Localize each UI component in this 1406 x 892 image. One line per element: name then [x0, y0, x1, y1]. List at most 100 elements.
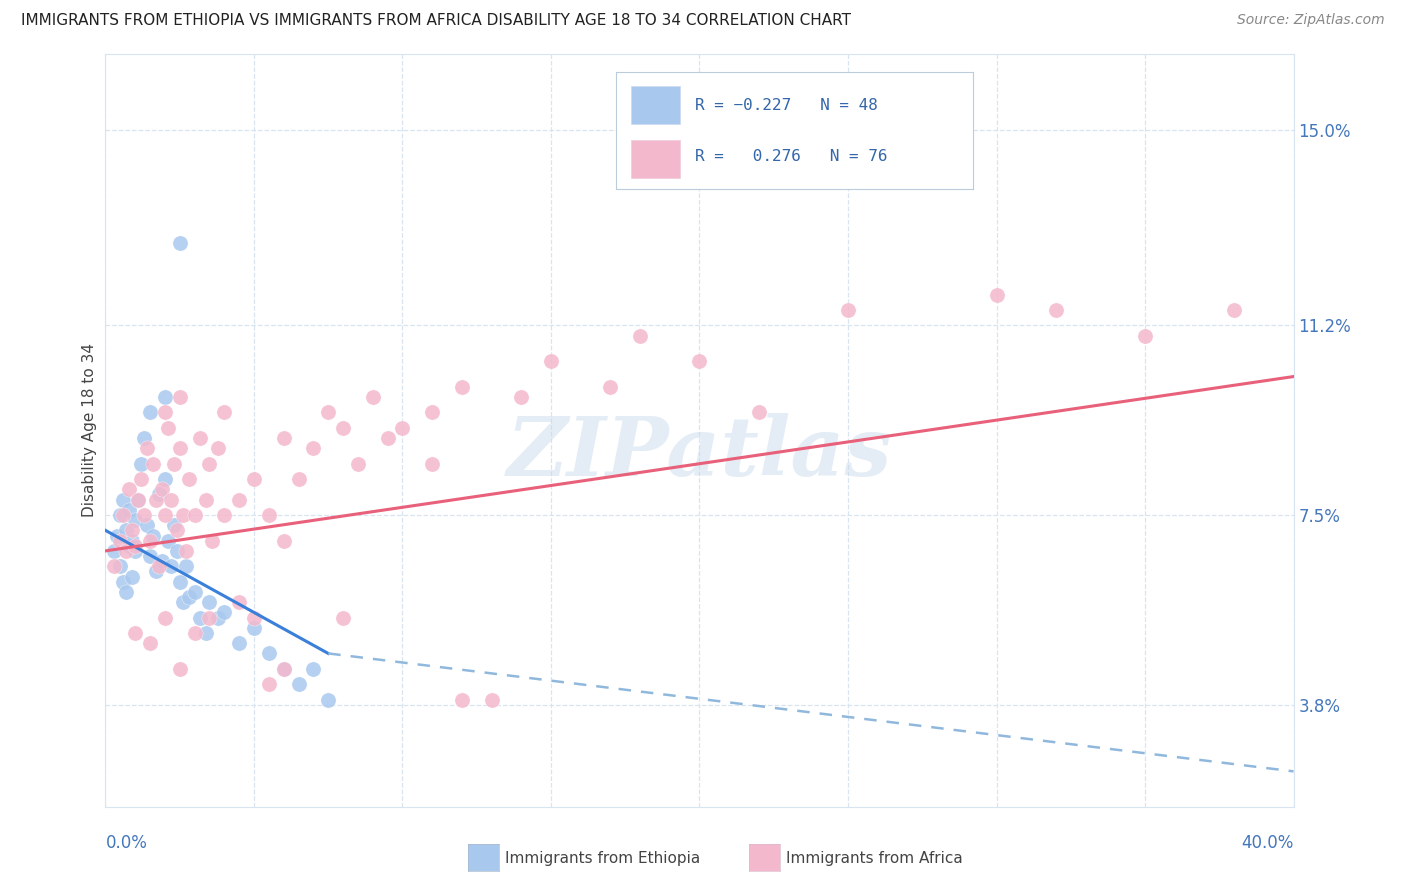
- Point: [361, 390, 384, 404]
- Point: [136, 518, 159, 533]
- Text: Source: ZipAtlas.com: Source: ZipAtlas.com: [1237, 13, 1385, 28]
- Text: Immigrants from Ethiopia: Immigrants from Ethiopia: [505, 851, 700, 865]
- Point: [112, 492, 135, 507]
- Point: [159, 492, 181, 507]
- Point: [145, 492, 167, 507]
- Point: [124, 544, 146, 558]
- Point: [195, 626, 218, 640]
- Point: [174, 559, 197, 574]
- Point: [148, 487, 170, 501]
- Point: [243, 472, 266, 486]
- Point: [302, 662, 325, 676]
- Point: [118, 503, 141, 517]
- Point: [115, 524, 138, 538]
- Point: [139, 405, 162, 419]
- Point: [163, 457, 186, 471]
- Point: [316, 405, 339, 419]
- Point: [377, 431, 399, 445]
- Point: [150, 554, 173, 568]
- Point: [198, 457, 221, 471]
- Point: [132, 508, 155, 522]
- Point: [198, 595, 221, 609]
- Point: [1223, 302, 1246, 317]
- Point: [156, 421, 179, 435]
- Point: [129, 457, 152, 471]
- Point: [124, 539, 146, 553]
- Point: [748, 405, 770, 419]
- Point: [150, 483, 173, 497]
- Point: [837, 302, 859, 317]
- Point: [1133, 328, 1156, 343]
- Point: [103, 559, 125, 574]
- Point: [139, 636, 162, 650]
- Point: [332, 610, 354, 624]
- Point: [110, 559, 132, 574]
- Point: [420, 405, 443, 419]
- Point: [105, 528, 128, 542]
- Point: [599, 380, 621, 394]
- Text: 40.0%: 40.0%: [1241, 834, 1294, 852]
- Point: [243, 621, 266, 635]
- Point: [927, 149, 949, 163]
- Point: [139, 533, 162, 548]
- Text: IMMIGRANTS FROM ETHIOPIA VS IMMIGRANTS FROM AFRICA DISABILITY AGE 18 TO 34 CORRE: IMMIGRANTS FROM ETHIOPIA VS IMMIGRANTS F…: [21, 13, 851, 29]
- Point: [174, 544, 197, 558]
- Point: [302, 442, 325, 456]
- Point: [183, 508, 205, 522]
- Point: [115, 544, 138, 558]
- Point: [169, 442, 191, 456]
- Point: [347, 457, 370, 471]
- Point: [228, 636, 250, 650]
- Point: [112, 574, 135, 589]
- Point: [169, 574, 191, 589]
- Point: [142, 457, 165, 471]
- Point: [273, 662, 295, 676]
- Text: R = −0.227   N = 48: R = −0.227 N = 48: [695, 97, 877, 112]
- Point: [391, 421, 413, 435]
- Point: [228, 595, 250, 609]
- Text: 0.0%: 0.0%: [105, 834, 148, 852]
- Point: [142, 528, 165, 542]
- Point: [195, 492, 218, 507]
- Point: [481, 692, 503, 706]
- Point: [163, 518, 186, 533]
- Point: [110, 533, 132, 548]
- Point: [169, 662, 191, 676]
- Point: [450, 380, 472, 394]
- Point: [510, 390, 533, 404]
- Point: [450, 692, 472, 706]
- Point: [121, 524, 143, 538]
- Point: [172, 595, 194, 609]
- Point: [115, 585, 138, 599]
- Point: [332, 421, 354, 435]
- Point: [166, 524, 188, 538]
- Point: [201, 533, 224, 548]
- Point: [129, 472, 152, 486]
- Point: [190, 431, 212, 445]
- Bar: [630, 87, 681, 124]
- Point: [257, 508, 280, 522]
- Point: [207, 442, 229, 456]
- Point: [103, 544, 125, 558]
- Point: [214, 405, 236, 419]
- Point: [228, 492, 250, 507]
- Point: [190, 610, 212, 624]
- Point: [689, 354, 711, 368]
- Point: [118, 483, 141, 497]
- Point: [121, 569, 143, 583]
- Point: [177, 590, 200, 604]
- Point: [124, 626, 146, 640]
- Point: [159, 559, 181, 574]
- Point: [132, 431, 155, 445]
- Point: [287, 677, 309, 691]
- Point: [172, 508, 194, 522]
- Point: [207, 610, 229, 624]
- Point: [156, 533, 179, 548]
- Point: [110, 508, 132, 522]
- Text: ZIPatlas: ZIPatlas: [506, 413, 893, 493]
- Point: [124, 513, 146, 527]
- Point: [183, 626, 205, 640]
- Point: [986, 287, 1008, 301]
- Point: [153, 610, 176, 624]
- Point: [127, 492, 149, 507]
